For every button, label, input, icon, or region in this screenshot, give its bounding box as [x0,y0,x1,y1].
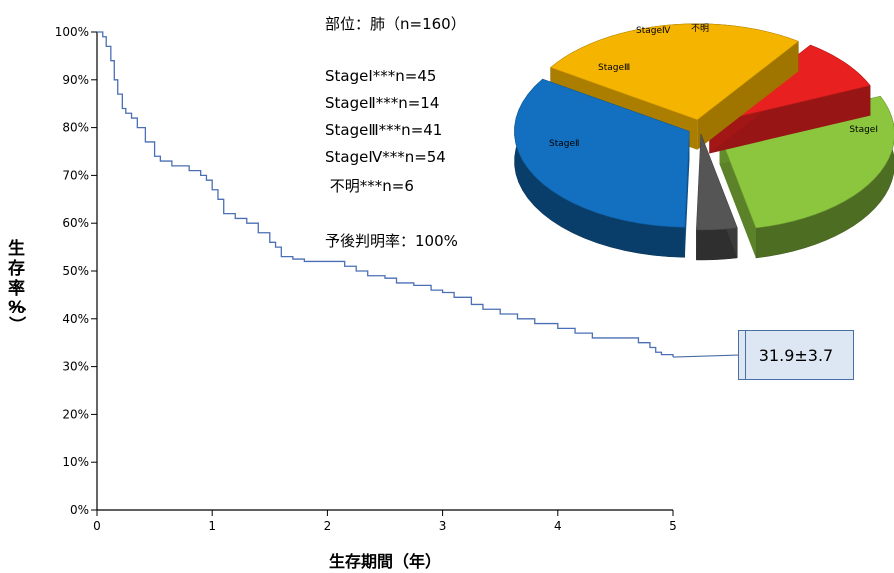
y-tick-label: 0% [70,503,89,517]
pie-slice-top [696,133,738,231]
x-tick-label: 4 [554,519,562,533]
pie-slice-wall [709,85,871,154]
y-axis-label-char: % [8,298,26,318]
pie-slice [696,133,738,261]
unknown-count: 不明***n=6 [325,177,414,195]
stage4-count: StageⅣ***n=54 [325,148,446,166]
stage1-count: StageⅠ***n=45 [325,67,437,85]
x-tick-label: 5 [669,519,677,533]
x-tick-label: 0 [93,519,101,533]
callout-value: 31.9±3.7 [758,345,834,365]
pie-slice-top [514,78,690,228]
y-axis-label-char: 生 [8,239,25,259]
pie-slice-wall [719,134,756,258]
y-axis-label-char: ） [6,316,26,333]
x-tick-label: 1 [208,519,216,533]
pie-slice [514,78,690,258]
survival-callout: 31.9±3.7 [738,330,854,380]
pie-label-stage3: StageⅢ [598,63,630,73]
y-tick-label: 30% [62,360,89,374]
stage3-count: StageⅢ***n=41 [325,121,443,139]
pie-chart: StageⅠ StageⅡ StageⅢ StageⅣ 不明 [514,23,894,261]
y-tick-label: 20% [62,407,89,421]
x-axis-ticks: 0 1 2 3 4 5 [93,510,677,533]
y-tick-label: 80% [62,121,89,135]
y-axis-label-char: 率 [8,279,25,299]
pie-label-stage4: StageⅣ [636,26,671,36]
pie-slice-wall [697,41,799,150]
pie-label-stage1: StageⅠ [849,125,878,135]
y-axis-ticks: 0% 10% 20% 30% 40% 50% 60% 70% 80% 90% 100% [55,25,97,517]
prognosis-rate: 予後判明率：100% [325,232,458,250]
y-tick-label: 90% [62,73,89,87]
y-tick-label: 70% [62,168,89,182]
y-tick-label: 100% [55,25,89,39]
x-tick-label: 2 [324,519,332,533]
x-axis-label: 生存期間（年） [329,552,441,571]
site-text: 部位：肺（n=160） [325,15,466,33]
survival-curve [97,31,674,358]
stage2-count: StageⅡ***n=14 [325,94,440,112]
y-axis-label-char: 存 [8,259,25,279]
y-tick-label: 60% [62,216,89,230]
y-tick-label: 50% [62,264,89,278]
pie-label-unknown: 不明 [691,23,709,34]
series-layer [97,31,739,358]
pie-slice-top [549,23,799,121]
y-tick-label: 10% [62,455,89,469]
y-tick-label: 40% [62,312,89,326]
x-tick-label: 3 [439,519,447,533]
pie-label-stage2: StageⅡ [549,139,579,149]
pie-slice-wall [684,131,690,258]
callout-leader-line [672,354,739,358]
